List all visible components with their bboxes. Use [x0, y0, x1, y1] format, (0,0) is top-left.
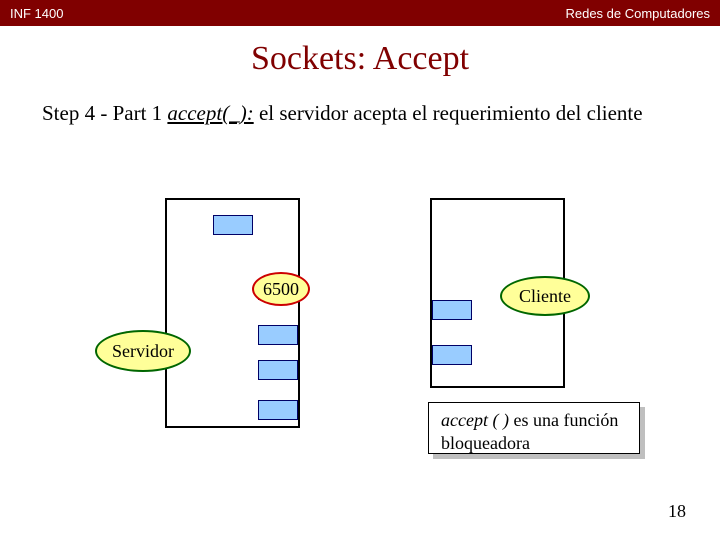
page-number: 18 — [668, 501, 686, 522]
accept-note: accept ( ) es una función bloqueadora — [428, 402, 640, 454]
subtitle-func: accept(_): — [167, 101, 253, 125]
port-rect — [432, 300, 472, 320]
port-rect — [258, 360, 298, 380]
subtitle-prefix: Step 4 - Part 1 — [42, 101, 167, 125]
socket-diagram: 6500 Servidor Cliente accept ( ) es una … — [0, 190, 720, 480]
client-label-ellipse: Cliente — [500, 276, 590, 316]
slide-subtitle: Step 4 - Part 1 accept(_): el servidor a… — [42, 100, 662, 127]
port-rect — [258, 400, 298, 420]
port-6500-label: 6500 — [252, 272, 310, 306]
subtitle-rest: el servidor acepta el requerimiento del … — [254, 101, 643, 125]
port-rect — [258, 325, 298, 345]
course-title: Redes de Computadores — [565, 6, 710, 21]
server-label-ellipse: Servidor — [95, 330, 191, 372]
port-rect — [213, 215, 253, 235]
course-code: INF 1400 — [10, 6, 63, 21]
slide-title: Sockets: Accept — [0, 40, 720, 78]
port-rect — [432, 345, 472, 365]
slide-header: INF 1400 Redes de Computadores — [0, 0, 720, 26]
note-func: accept ( ) — [441, 410, 509, 430]
